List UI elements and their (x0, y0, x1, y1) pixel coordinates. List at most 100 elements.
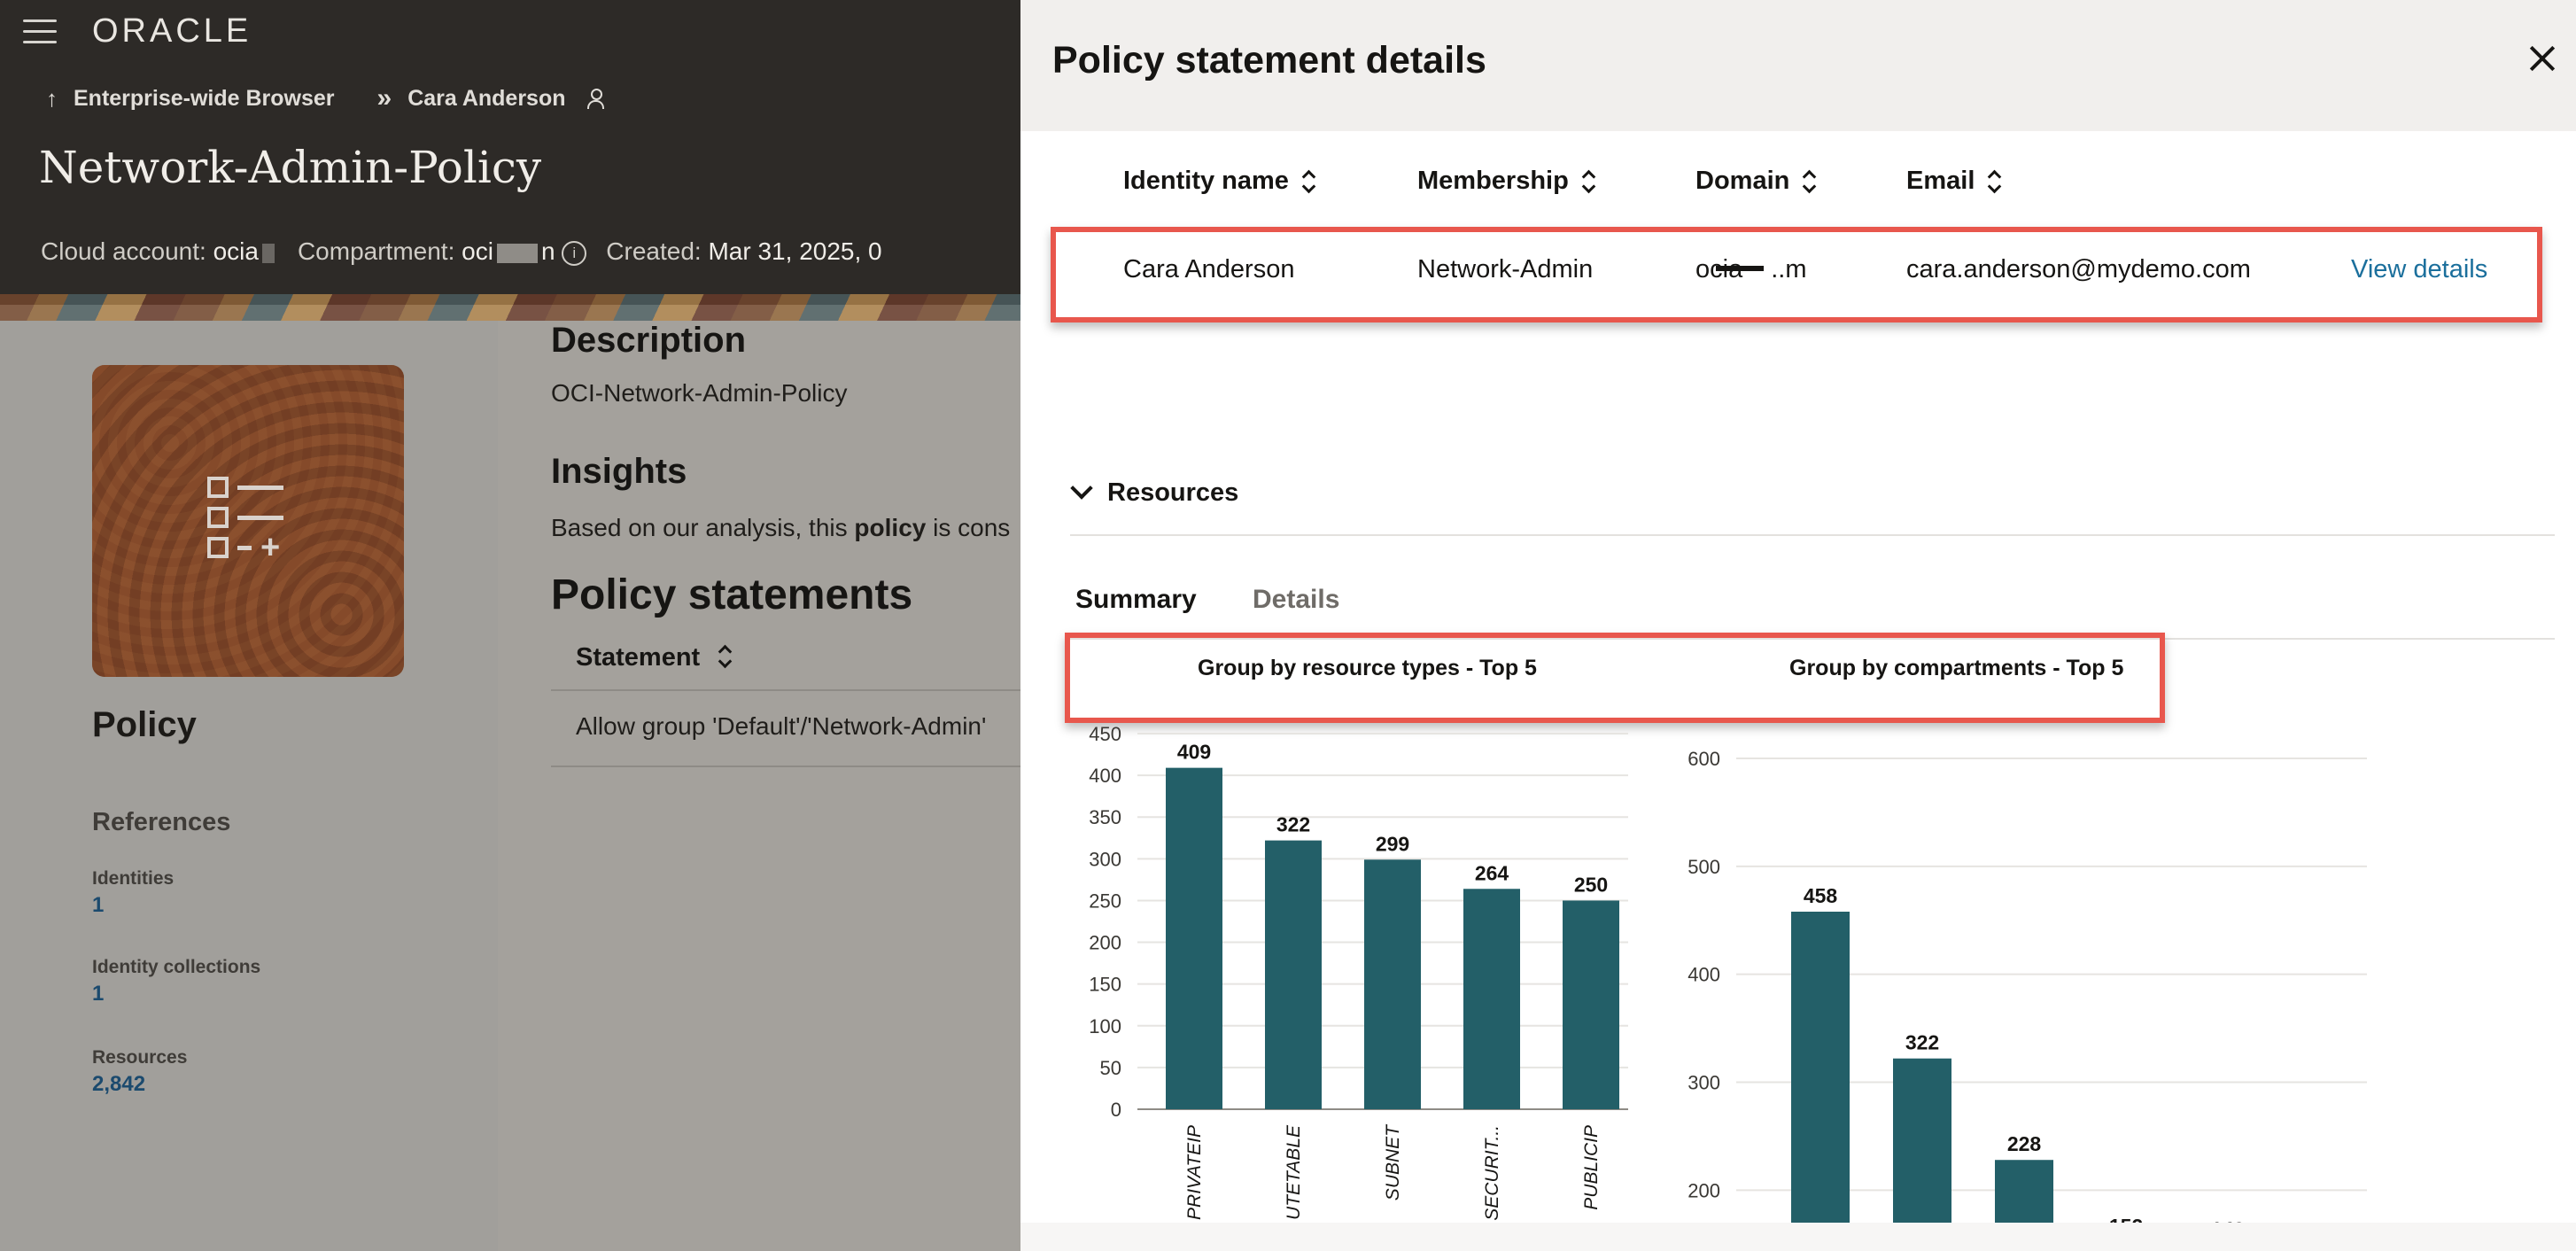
y-tick-label: 400 (1089, 765, 1121, 787)
insights-bold: policy (854, 514, 927, 541)
statement-column-header[interactable]: Statement (551, 627, 1020, 691)
cell-domain: ocia..m (1695, 255, 1807, 284)
bar[interactable] (1364, 859, 1421, 1109)
ref-value-identity-collections[interactable]: 1 (92, 982, 105, 1006)
oracle-logo: ORACLE (92, 12, 252, 50)
page-header: ORACLE ↑ Enterprise-wide Browser » Cara … (0, 0, 1020, 305)
breadcrumb-item-user[interactable]: Cara Anderson (407, 85, 566, 111)
references-heading: References (92, 808, 231, 836)
drawer-title: Policy statement details (1052, 39, 1486, 82)
y-tick-label: 0 (1111, 1099, 1121, 1121)
ref-label-identity-collections: Identity collections (92, 957, 261, 977)
column-header-email[interactable]: Email (1906, 167, 2001, 196)
compartments-bar-chart: 100200300400500600458322228152149 (1688, 748, 2367, 1223)
y-tick-label: 50 (1100, 1057, 1121, 1079)
breadcrumb: ↑ Enterprise-wide Browser » Cara Anderso… (46, 83, 604, 113)
close-icon[interactable] (2525, 41, 2560, 76)
insights-prefix: Based on our analysis, this (551, 514, 855, 541)
tab-summary[interactable]: Summary (1075, 585, 1197, 614)
insights-text: Based on our analysis, this policy is co… (551, 514, 1010, 542)
bar-value-label: 299 (1376, 832, 1409, 855)
y-tick-label: 450 (1089, 723, 1121, 745)
drawer-header: Policy statement details (1020, 0, 2576, 131)
breadcrumb-item-browser[interactable]: Enterprise-wide Browser (74, 85, 335, 111)
highlighted-table-row[interactable] (1051, 227, 2542, 322)
sort-icon[interactable] (1804, 170, 1816, 193)
ref-value-identities[interactable]: 1 (92, 893, 105, 917)
y-tick-label: 250 (1089, 890, 1121, 912)
bar[interactable] (1563, 900, 1619, 1109)
bar[interactable] (1791, 912, 1850, 1223)
x-tick-label: UTETABLE (1284, 1124, 1304, 1220)
cell-identity-name: Cara Anderson (1123, 255, 1295, 284)
bar-value-label: 228 (2007, 1132, 2042, 1155)
column-label: Membership (1417, 167, 1569, 195)
bar[interactable] (1893, 1058, 1951, 1223)
y-tick-label: 300 (1089, 848, 1121, 870)
y-tick-label: 600 (1688, 748, 1720, 770)
ref-value-resources[interactable]: 2,842 (92, 1072, 146, 1096)
statement-column-label: Statement (576, 643, 701, 672)
column-header-domain[interactable]: Domain (1695, 167, 1816, 196)
cell-email: cara.anderson@mydemo.com (1906, 255, 2251, 284)
redaction-mark (1716, 266, 1765, 272)
main-content: Description OCI-Network-Admin-Policy Ins… (498, 321, 1020, 1251)
chart-title-resource-types: Group by resource types - Top 5 (1198, 656, 1537, 680)
chevron-down-icon (1070, 476, 1093, 500)
y-tick-label: 500 (1688, 856, 1720, 878)
sort-icon[interactable] (1583, 170, 1595, 193)
bar-value-label: 409 (1177, 741, 1211, 764)
x-tick-label: PRIVATEIP (1184, 1125, 1205, 1220)
y-tick-label: 350 (1089, 806, 1121, 828)
y-tick-label: 100 (1089, 1015, 1121, 1037)
column-header-identity-name[interactable]: Identity name (1123, 167, 1315, 196)
resource-types-bar-chart: 0 50 100 150 200 250 300 350 400 450 409 PRIVATEIP 3… (1089, 723, 1628, 1221)
bar-value-label: 322 (1276, 813, 1310, 836)
chart-titles-highlight (1065, 633, 2165, 723)
y-tick-label: 200 (1089, 932, 1121, 954)
y-tick-label: 400 (1688, 964, 1720, 986)
bar[interactable] (1166, 767, 1222, 1109)
policy-statements-heading: Policy statements (551, 571, 913, 618)
description-heading: Description (551, 321, 747, 360)
x-tick-label: PUBLICIP (1581, 1125, 1602, 1210)
compartment-label: Compartment: (297, 237, 455, 265)
bar-value-label: 152 (2109, 1215, 2143, 1223)
view-details-link[interactable]: View details (2351, 255, 2488, 284)
bar[interactable] (1463, 889, 1520, 1109)
sort-icon[interactable] (1989, 170, 2001, 193)
tab-details[interactable]: Details (1253, 585, 1340, 614)
compartment-value: oci (462, 237, 493, 265)
drawer-footer (1020, 1223, 2576, 1251)
bar-value-label: 458 (1804, 884, 1838, 907)
bar[interactable] (1995, 1160, 2053, 1223)
bar-value-label: 149 (2211, 1217, 2245, 1223)
policy-list-icon: + (207, 477, 296, 565)
created-label: Created: (606, 237, 702, 265)
insights-suffix: is cons (926, 514, 1011, 541)
sort-icon[interactable] (719, 645, 732, 668)
column-label: Email (1906, 167, 1975, 195)
column-header-membership[interactable]: Membership (1417, 167, 1595, 196)
bar-value-label: 322 (1905, 1031, 1939, 1054)
resources-label: Resources (1107, 478, 1239, 507)
y-tick-label: 300 (1688, 1072, 1720, 1094)
policy-statement-drawer: Policy statement details Identity name M… (1020, 0, 2576, 1251)
statement-text: Allow group 'Default'/'Network-Admin' (576, 712, 987, 740)
table-row[interactable]: Allow group 'Default'/'Network-Admin' (551, 691, 1020, 767)
info-icon[interactable]: i (562, 240, 587, 266)
redaction-mark (261, 243, 275, 263)
divider (1070, 534, 2555, 536)
policy-tile: + (92, 365, 404, 677)
double-chevron-icon: » (376, 83, 392, 113)
description-text: OCI-Network-Admin-Policy (551, 379, 848, 407)
y-tick-label: 150 (1089, 974, 1121, 996)
sort-icon[interactable] (1303, 170, 1315, 193)
menu-icon[interactable] (23, 19, 57, 44)
arrow-up-icon: ↑ (46, 84, 58, 112)
column-label: Domain (1695, 167, 1790, 195)
bar[interactable] (1265, 840, 1322, 1109)
resources-toggle[interactable]: Resources (1070, 476, 1239, 508)
person-icon (586, 89, 604, 109)
compartment-value-tail: n (540, 237, 555, 265)
